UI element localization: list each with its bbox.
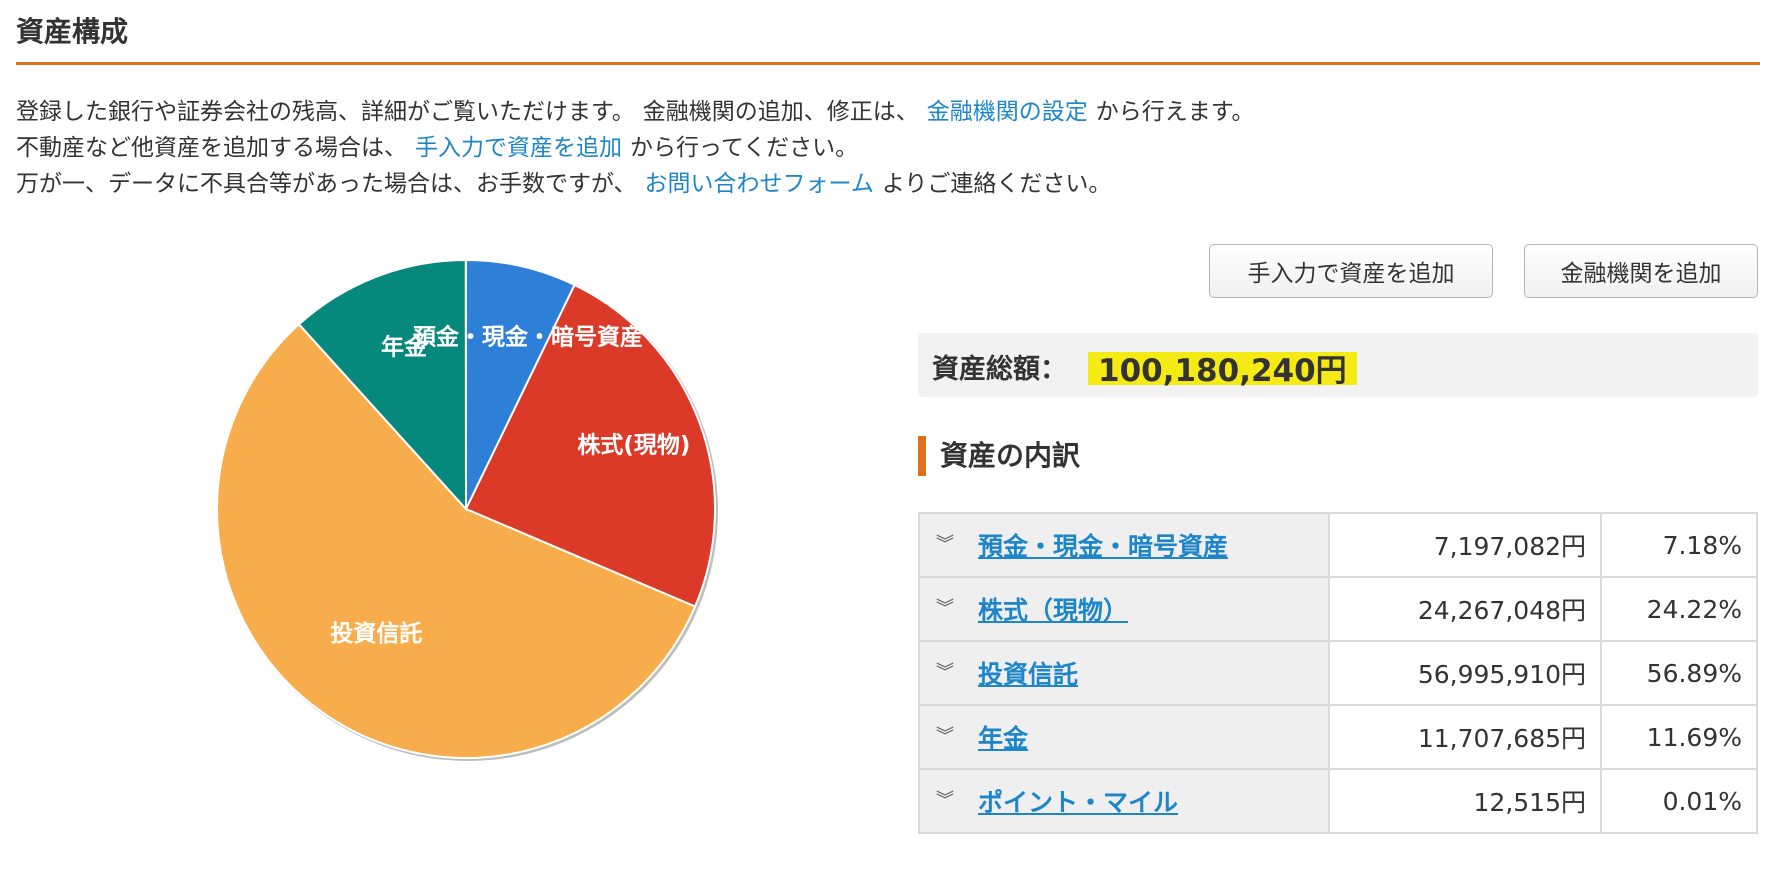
total-assets-label: 資産総額： <box>932 354 1067 385</box>
manual-add-asset-button[interactable]: 手入力で資産を追加 <box>1209 244 1493 298</box>
percent-cell: 0.01% <box>1600 768 1758 834</box>
amount-cell: 11,707,685円 <box>1328 704 1602 770</box>
breakdown-table: ︾ 預金・現金・暗号資産 7,197,082円 7.18% ︾ 株式（現物） 24,… <box>918 512 1758 834</box>
category-link-deposits[interactable]: 預金・現金・暗号資産 <box>978 532 1229 561</box>
intro-text: 登録した銀行や証券会社の残高、詳細がご覧いただけます。 金融機関の追加、修正は、金… <box>16 94 1254 202</box>
intro-text-2a: 不動産など他資産を追加する場合は、 <box>16 135 407 161</box>
category-cell: ︾ ポイント・マイル <box>918 768 1330 834</box>
page-title: 資産構成 <box>16 15 129 48</box>
category-link-stocks[interactable]: 株式（現物） <box>978 596 1129 625</box>
pie-slice-0 <box>465 258 576 510</box>
amount-cell: 7,197,082円 <box>1328 512 1602 578</box>
intro-line-2: 不動産など他資産を追加する場合は、 手入力で資産を追加 から行ってください。 <box>16 130 1254 166</box>
category-cell: ︾ 株式（現物） <box>918 576 1330 642</box>
institution-settings-link[interactable]: 金融機関の設定 <box>926 99 1088 125</box>
intro-line-1: 登録した銀行や証券会社の残高、詳細がご覧いただけます。 金融機関の追加、修正は、金… <box>16 94 1254 130</box>
amount-cell: 12,515円 <box>1328 768 1602 834</box>
intro-text-3c: よりご連絡ください。 <box>881 171 1112 197</box>
percent-cell: 56.89% <box>1600 640 1758 706</box>
table-row: ︾ 年金 11,707,685円 11.69% <box>918 704 1758 770</box>
percent-cell: 11.69% <box>1600 704 1758 770</box>
category-link-points[interactable]: ポイント・マイル <box>978 788 1179 817</box>
manual-asset-add-link[interactable]: 手入力で資産を追加 <box>415 135 622 161</box>
total-assets-value: 100,180,240円 <box>1088 343 1357 392</box>
intro-text-1b: 金融機関の追加、修正は、 <box>642 99 919 125</box>
category-link-funds[interactable]: 投資信託 <box>978 660 1079 689</box>
intro-line-3: 万が一、データに不具合等があった場合は、お手数ですが、 お問い合わせフォーム よりご… <box>16 166 1254 202</box>
intro-text-2c: から行ってください。 <box>630 135 859 161</box>
pie-label-0: 預金・現金・暗号資産 <box>413 324 643 351</box>
title-underline <box>16 62 1760 65</box>
total-assets-box: 資産総額： 100,180,240円 <box>918 333 1758 397</box>
pie-label-3: 年金 <box>381 334 428 361</box>
percent-cell: 7.18% <box>1600 512 1758 578</box>
table-row: ︾ ポイント・マイル 12,515円 0.01% <box>918 768 1758 834</box>
chevron-double-down-icon[interactable]: ︾ <box>936 790 954 811</box>
category-cell: ︾ 投資信託 <box>918 640 1330 706</box>
table-row: ︾ 預金・現金・暗号資産 7,197,082円 7.18% <box>918 512 1758 578</box>
percent-cell: 24.22% <box>1600 576 1758 642</box>
chevron-double-down-icon[interactable]: ︾ <box>936 534 954 555</box>
category-cell: ︾ 預金・現金・暗号資産 <box>918 512 1330 578</box>
category-link-pension[interactable]: 年金 <box>978 724 1029 753</box>
chevron-double-down-icon[interactable]: ︾ <box>936 726 954 747</box>
pie-label-2: 投資信託 <box>330 620 422 647</box>
intro-text-1a: 登録した銀行や証券会社の残高、詳細がご覧いただけます。 <box>16 99 635 125</box>
section-accent-bar <box>918 436 926 476</box>
pie-slice-3 <box>297 258 468 512</box>
table-row: ︾ 投資信託 56,995,910円 56.89% <box>918 640 1758 706</box>
amount-cell: 56,995,910円 <box>1328 640 1602 706</box>
intro-text-1c: から行えます。 <box>1095 99 1255 125</box>
pie-slice-1 <box>464 283 716 608</box>
category-cell: ︾ 年金 <box>918 704 1330 770</box>
contact-form-link[interactable]: お問い合わせフォーム <box>644 171 874 197</box>
pie-slice-2 <box>216 322 697 759</box>
amount-cell: 24,267,048円 <box>1328 576 1602 642</box>
chevron-double-down-icon[interactable]: ︾ <box>936 598 954 619</box>
intro-text-3a: 万が一、データに不具合等があった場合は、お手数ですが、 <box>16 171 637 197</box>
breakdown-title: 資産の内訳 <box>940 439 1081 472</box>
add-institution-button[interactable]: 金融機関を追加 <box>1524 244 1758 298</box>
chevron-double-down-icon[interactable]: ︾ <box>936 662 954 683</box>
pie-label-1: 株式(現物) <box>577 432 690 459</box>
table-row: ︾ 株式（現物） 24,267,048円 24.22% <box>918 576 1758 642</box>
